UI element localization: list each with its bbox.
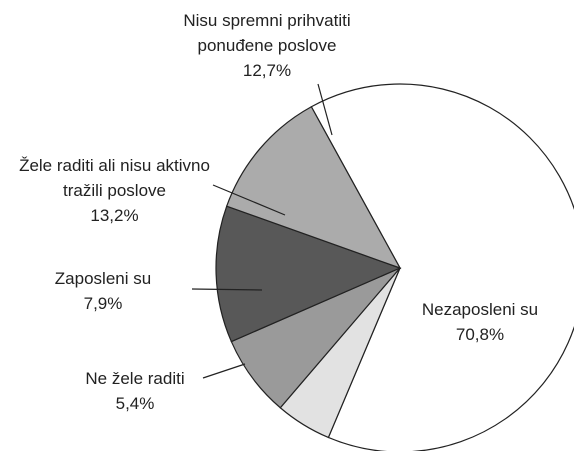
value-label: 7,9%: [83, 294, 123, 313]
leader-line: [212, 184, 286, 216]
slice-label: Nezaposleni su 70,8%: [385, 297, 574, 347]
slices: [215, 83, 574, 451]
category-label: Zaposleni su: [54, 269, 152, 288]
slice-label: Ne žele raditi 5,4%: [60, 366, 210, 416]
value-label: 12,7%: [242, 61, 292, 80]
category-label: Žele raditi ali nisu aktivno tražili pos…: [19, 156, 210, 200]
pie-slice: [225, 105, 402, 270]
value-label: 13,2%: [90, 206, 139, 225]
value-label: 70,8%: [455, 325, 505, 344]
value-label: 5,4%: [115, 394, 155, 413]
slice-label: Zaposleni su 7,9%: [18, 266, 188, 316]
leader-lines: [191, 83, 333, 379]
category-label: Nisu spremni prihvatiti ponuđene poslove: [183, 11, 351, 55]
pie-slice: [215, 205, 402, 343]
pie-slice: [310, 83, 574, 451]
category-label: Ne žele raditi: [85, 369, 185, 388]
leader-line: [317, 83, 333, 136]
leader-line: [191, 288, 263, 291]
leader-line: [202, 363, 246, 379]
category-label: Nezaposleni su: [421, 300, 539, 319]
slice-label: Nisu spremni prihvatiti ponuđene poslove…: [157, 8, 377, 83]
slice-label: Žele raditi ali nisu aktivno tražili pos…: [12, 153, 217, 228]
